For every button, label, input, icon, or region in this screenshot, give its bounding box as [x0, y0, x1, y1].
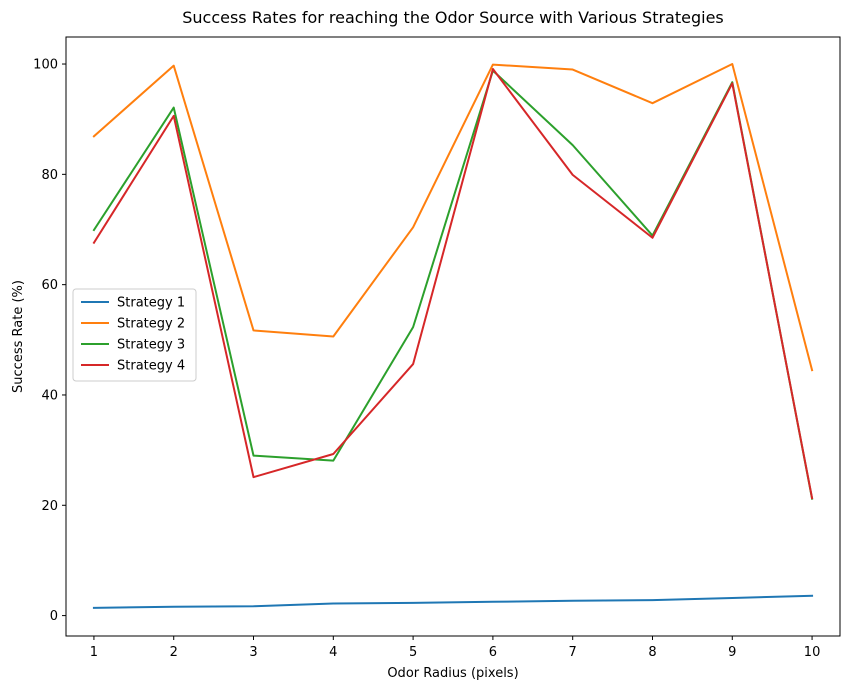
x-tick-label: 7 — [569, 645, 577, 660]
series-line-strategy-1 — [92, 594, 814, 609]
chart-title: Success Rates for reaching the Odor Sour… — [182, 8, 724, 27]
x-axis-label: Odor Radius (pixels) — [387, 666, 518, 681]
y-tick-label: 20 — [41, 499, 58, 514]
y-tick-label: 0 — [50, 609, 58, 624]
series-line-strategy-2 — [92, 63, 814, 372]
x-tick-label: 10 — [804, 645, 821, 660]
y-tick-label: 40 — [41, 388, 58, 403]
axes-frame — [65, 36, 841, 637]
legend-label-strategy-2: Strategy 2 — [117, 317, 185, 332]
x-tick-label: 5 — [409, 645, 417, 660]
series-layer — [92, 63, 814, 609]
series-line-strategy-4 — [92, 67, 814, 500]
legend: Strategy 1 Strategy 2 Strategy 3 Strategy 4 — [72, 288, 197, 382]
legend-label-strategy-4: Strategy 4 — [117, 359, 185, 374]
legend-box — [72, 288, 197, 382]
x-tick-label: 6 — [489, 645, 497, 660]
x-tick-label: 1 — [90, 645, 98, 660]
x-tick-label: 2 — [170, 645, 178, 660]
legend-label-strategy-1: Strategy 1 — [117, 296, 185, 311]
x-tick-label: 9 — [728, 645, 736, 660]
x-tick-label: 3 — [249, 645, 257, 660]
y-tick-label: 80 — [41, 168, 58, 183]
y-tick-label: 100 — [33, 58, 58, 73]
legend-label-strategy-3: Strategy 3 — [117, 338, 185, 353]
x-tick-label: 4 — [329, 645, 337, 660]
x-tick-label: 8 — [648, 645, 656, 660]
y-axis-label: Success Rate (%) — [11, 280, 26, 393]
y-tick-label: 60 — [41, 278, 58, 293]
